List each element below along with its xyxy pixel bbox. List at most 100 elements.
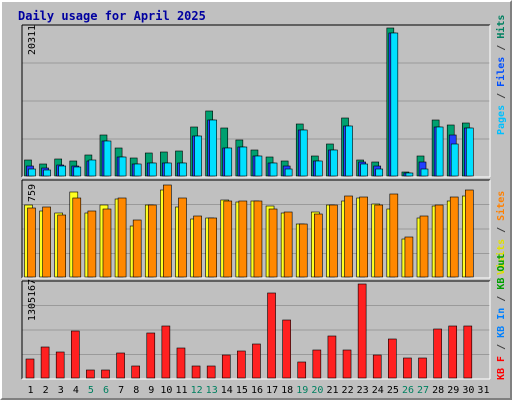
bar-bottom-kb-f-day-27 (418, 357, 427, 379)
x-label-day-5: 5 (88, 385, 94, 396)
bar-middle-sites-day-22 (344, 195, 353, 278)
panel-middle (21, 179, 491, 279)
bar-middle-sites-day-14 (223, 200, 233, 278)
bar-bottom-kb-f-day-22 (342, 349, 352, 379)
bar-top-pages-day-14 (224, 147, 233, 177)
bar-top-pages-day-30 (466, 127, 474, 177)
bar-top-pages-day-22 (345, 125, 353, 177)
bar-top-pages-day-26 (405, 172, 414, 177)
bar-bottom-kb-f-day-19 (297, 361, 307, 379)
x-label-day-16: 16 (251, 385, 263, 396)
bar-middle-sites-day-20 (314, 213, 323, 278)
bar-middle-sites-day-23 (359, 196, 368, 278)
x-label-day-19: 19 (296, 385, 308, 396)
x-label-day-31: 31 (477, 385, 489, 396)
bar-top-pages-day-2 (43, 169, 51, 177)
legend-bot-part-3: / (496, 290, 507, 308)
x-label-day-22: 22 (342, 385, 354, 396)
bar-bottom-kb-f-day-14 (221, 354, 231, 379)
bar-top-pages-day-10 (164, 162, 172, 177)
bar-middle-sites-day-17 (268, 208, 278, 278)
bar-middle-sites-day-1 (27, 207, 36, 278)
x-label-day-4: 4 (73, 385, 79, 396)
bar-middle-sites-day-15 (238, 200, 248, 278)
legend-bot-part-1: / (496, 338, 507, 356)
bar-top-pages-day-23 (360, 163, 368, 177)
bar-middle-sites-day-5 (87, 210, 97, 278)
bar-bottom-kb-f-day-11 (176, 347, 186, 379)
x-label-day-26: 26 (402, 385, 414, 396)
bar-middle-sites-day-25 (389, 193, 399, 278)
chart-title: Daily usage for April 2025 (18, 9, 206, 23)
bar-middle-sites-day-19 (298, 223, 308, 278)
bar-middle-sites-day-2 (42, 206, 51, 278)
bar-middle-sites-day-6 (102, 208, 112, 278)
legend-top-part-3: / (496, 39, 507, 57)
bar-top-pages-day-19 (299, 129, 308, 177)
legend-bottom: KB F / KB In / KB Out (496, 254, 507, 380)
legend-bot-text: KB F / KB In / KB Out (496, 254, 507, 380)
bar-middle-sites-day-12 (193, 215, 202, 278)
x-label-day-1: 1 (28, 385, 34, 396)
x-label-day-11: 11 (175, 385, 187, 396)
bar-bottom-kb-f-day-29 (448, 325, 458, 379)
bar-bottom-kb-f-day-30 (463, 325, 473, 379)
bar-bottom-kb-f-day-10 (161, 325, 171, 379)
bar-middle-sites-day-24 (374, 204, 384, 278)
bar-bottom-kb-f-day-24 (372, 354, 382, 379)
bar-bottom-kb-f-day-16 (252, 343, 261, 379)
bar-top-pages-day-20 (315, 160, 323, 177)
top-ymax-label: 20311 (27, 25, 38, 55)
bar-top-pages-day-1 (28, 168, 36, 177)
bar-middle-sites-day-4 (72, 197, 82, 278)
legend-top-part-1: / (496, 87, 507, 105)
x-label-day-2: 2 (43, 385, 49, 396)
x-label-day-28: 28 (432, 385, 444, 396)
x-label-day-9: 9 (148, 385, 154, 396)
bar-middle-sites-day-7 (117, 197, 127, 278)
legend-mid-part-0: Visits (495, 239, 507, 275)
bar-middle-sites-day-10 (163, 184, 172, 278)
bar-top-pages-day-15 (239, 146, 248, 177)
legend-bot-part-0: KB F (496, 356, 507, 380)
bar-bottom-kb-f-day-20 (312, 349, 322, 379)
legend-mid-part-2: Sites (495, 191, 507, 221)
x-label-day-7: 7 (118, 385, 124, 396)
bar-bottom-kb-f-day-13 (206, 365, 216, 379)
bar-bottom-kb-f-day-4 (70, 330, 80, 379)
legend-bot-part-2: KB In (496, 308, 507, 338)
bar-bottom-kb-f-day-26 (403, 357, 412, 379)
bar-top-pages-day-28 (435, 126, 444, 177)
bar-top-pages-day-27 (420, 168, 429, 177)
bar-top-pages-day-8 (133, 163, 142, 177)
legend-mid-part-1: / (496, 221, 507, 239)
x-label-day-3: 3 (58, 385, 64, 396)
bar-top-pages-day-21 (330, 149, 338, 177)
bar-top-pages-day-29 (450, 143, 459, 177)
x-label-day-6: 6 (103, 385, 109, 396)
bar-bottom-kb-f-day-9 (146, 332, 156, 379)
bar-top-pages-day-6 (103, 140, 112, 177)
panel-top (21, 24, 491, 178)
bar-top-pages-day-24 (375, 168, 384, 177)
bar-middle-sites-day-9 (147, 204, 157, 278)
bar-middle-sites-day-13 (208, 217, 217, 278)
bar-middle-sites-day-26 (404, 236, 414, 278)
bar-middle-sites-day-29 (449, 196, 459, 278)
bar-top-pages-day-4 (73, 166, 82, 177)
x-label-day-8: 8 (133, 385, 139, 396)
legend-top-part-0: Pages (496, 105, 507, 135)
x-label-day-20: 20 (311, 385, 323, 396)
bar-top-pages-day-11 (179, 162, 187, 177)
x-label-day-29: 29 (447, 385, 459, 396)
x-label-day-25: 25 (387, 385, 399, 396)
bar-middle-sites-day-21 (329, 204, 338, 278)
bar-top-pages-day-18 (284, 168, 293, 177)
bar-top-pages-day-12 (194, 135, 202, 177)
legend-mid-text: Visits / Sites (495, 191, 507, 275)
x-label-day-23: 23 (357, 385, 369, 396)
x-label-day-27: 27 (417, 385, 429, 396)
bar-bottom-kb-f-day-6 (101, 369, 110, 379)
